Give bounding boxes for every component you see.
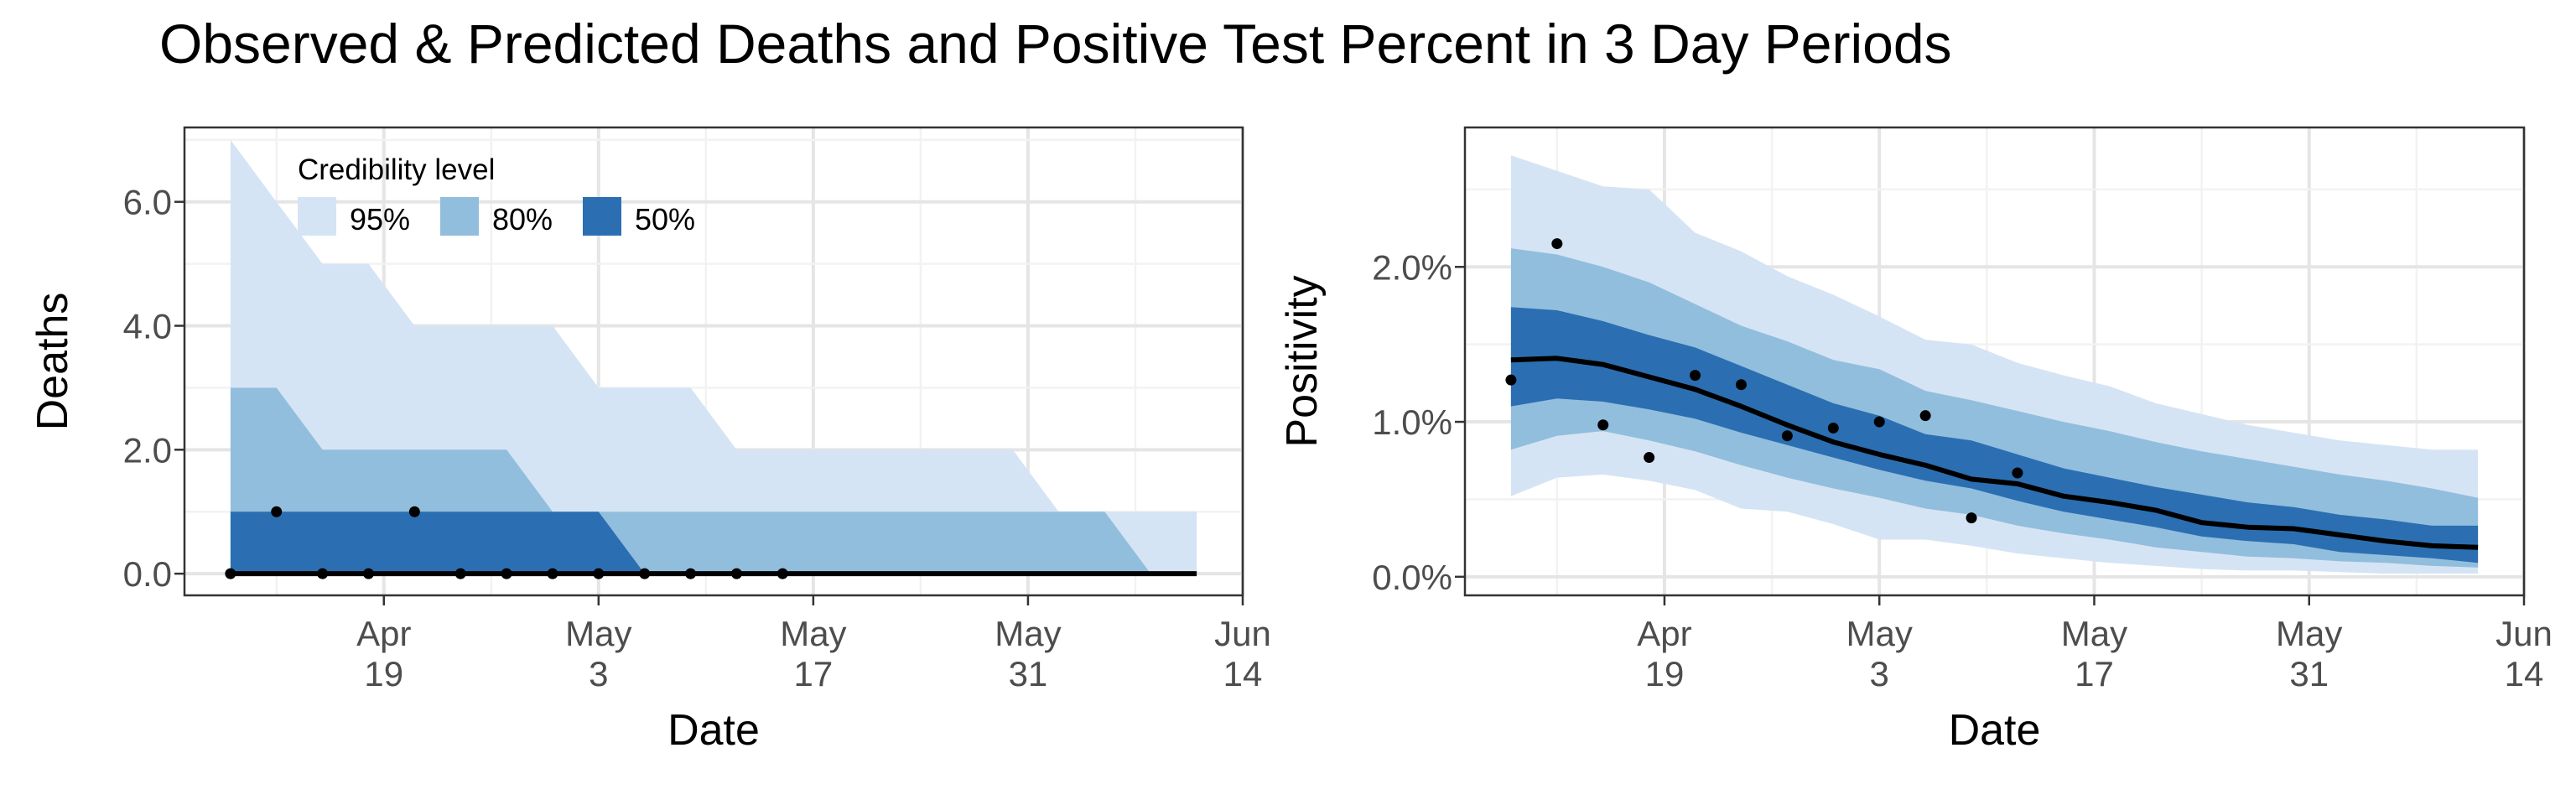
y-axis-title: Deaths — [29, 293, 77, 431]
observed-point — [1505, 374, 1517, 386]
observed-point — [776, 568, 788, 579]
legend-title: Credibility level — [298, 153, 495, 186]
x-tick-label-day: 3 — [1870, 654, 1889, 693]
legend-label: 95% — [350, 202, 410, 236]
credibility-bands — [230, 139, 1197, 577]
legend: Credibility level 95% 80% 50% — [298, 153, 695, 236]
x-tick-label-month: Apr — [356, 614, 411, 653]
x-tick-label-day: 14 — [2505, 654, 2544, 693]
credibility-bands — [1510, 155, 2479, 574]
x-tick-label-month: Jun — [2496, 614, 2553, 653]
y-axis: 0.0 2.0 4.0 6.0 Deaths — [29, 183, 184, 594]
observed-point — [1644, 452, 1655, 464]
observed-point — [1551, 238, 1563, 250]
y-axis-title: Positivity — [1278, 275, 1327, 447]
observed-point — [730, 568, 742, 579]
x-tick-label-day: 14 — [1223, 654, 1263, 693]
x-tick-label-month: May — [2276, 614, 2342, 653]
observed-point — [317, 568, 329, 579]
observed-point — [1873, 416, 1885, 428]
observed-point — [271, 506, 283, 517]
x-tick-label-month: May — [780, 614, 846, 653]
observed-point — [1827, 422, 1839, 434]
x-tick-label-day: 31 — [2289, 654, 2329, 693]
x-axis-title: Date — [667, 706, 760, 755]
y-tick-label: 2.0% — [1372, 247, 1452, 287]
legend-label: 80% — [492, 202, 553, 236]
band-80pct — [1510, 248, 2479, 568]
x-tick-label-month: Apr — [1637, 614, 1691, 653]
x-tick-label-day: 3 — [589, 654, 608, 693]
observed-point — [454, 568, 466, 579]
observed-point — [1690, 370, 1701, 382]
legend-label: 50% — [635, 202, 695, 236]
observed-point — [501, 568, 512, 579]
y-tick-label: 0.0% — [1372, 558, 1452, 597]
x-axis-title: Date — [1949, 706, 2041, 755]
x-tick-label-day: 17 — [794, 654, 834, 693]
y-tick-label: 2.0 — [123, 430, 172, 470]
observed-point — [1735, 379, 1747, 391]
x-tick-label-month: May — [1846, 614, 1913, 653]
legend-swatch — [298, 197, 336, 236]
legend-swatch — [583, 197, 621, 236]
observed-points — [225, 506, 788, 579]
observed-point — [685, 568, 697, 579]
y-tick-label: 6.0 — [123, 183, 172, 222]
y-tick-label: 1.0% — [1372, 402, 1452, 442]
x-tick-label-month: May — [995, 614, 1061, 653]
panel-border — [1463, 126, 2526, 597]
y-tick-label: 0.0 — [123, 554, 172, 594]
observed-point — [1781, 430, 1793, 442]
observed-point — [225, 568, 236, 579]
y-tick-label: 4.0 — [123, 307, 172, 346]
figure-title: Observed & Predicted Deaths and Positive… — [159, 13, 1952, 75]
observed-points — [1505, 238, 2023, 524]
x-tick-label-month: Jun — [1214, 614, 1271, 653]
band-50pct — [1510, 307, 2479, 564]
observed-point — [1597, 419, 1609, 431]
x-tick-label-day: 31 — [1009, 654, 1048, 693]
panel-2: 0.0%1.0%2.0%PositivityApr19May3May17May3… — [1278, 126, 2553, 755]
observed-point — [639, 568, 651, 579]
observed-point — [1966, 512, 1977, 524]
x-tick-label-month: May — [565, 614, 631, 653]
band-50pct — [230, 512, 1197, 574]
observed-point — [1919, 410, 1931, 422]
observed-point — [2012, 467, 2023, 479]
observed-point — [593, 568, 605, 579]
y-axis: 0.0% 1.0% 2.0% Positivity — [1278, 247, 1465, 597]
x-tick-label-month: May — [2061, 614, 2127, 653]
panel-1: 0.02.04.06.0DeathsApr19May3May17May31Jun… — [29, 126, 1271, 755]
observed-point — [362, 568, 374, 579]
panel-border — [183, 126, 1244, 597]
observed-point — [408, 506, 420, 517]
median-line — [1510, 356, 2479, 550]
x-tick-label-day: 17 — [2075, 654, 2114, 693]
x-tick-label-day: 19 — [364, 654, 403, 693]
legend-swatch — [440, 197, 479, 236]
observed-point — [547, 568, 558, 579]
x-tick-label-day: 19 — [1645, 654, 1685, 693]
